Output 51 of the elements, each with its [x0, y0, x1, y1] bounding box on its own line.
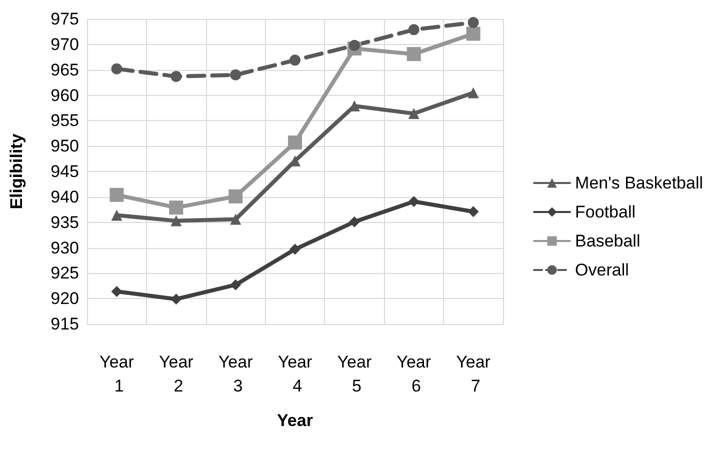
- point: [290, 54, 300, 66]
- x-tick-label: Year 7: [456, 352, 491, 396]
- y-tick-label: 930: [50, 238, 79, 258]
- y-tick-label: 915: [50, 314, 79, 334]
- x-tick-label: Year 5: [337, 352, 372, 396]
- point: [468, 87, 479, 98]
- point: [228, 189, 243, 204]
- y-tick-label: 940: [50, 187, 79, 206]
- point: [111, 63, 122, 74]
- y-tick-label: 960: [50, 86, 79, 105]
- point: [111, 210, 122, 221]
- legend-label: Baseball: [575, 232, 640, 250]
- y-tick-label: 920: [50, 289, 79, 308]
- x-tick-label: Year 6: [396, 352, 432, 396]
- x-tick-label: Year 2: [158, 352, 194, 396]
- y-tick-label: 965: [50, 60, 79, 80]
- point: [408, 108, 420, 120]
- x-axis-title: Year: [277, 411, 314, 430]
- x-tick-label: Year 1: [100, 352, 134, 396]
- y-tick-label: 945: [50, 162, 79, 181]
- point: [348, 216, 360, 228]
- y-tick-label: 935: [50, 212, 79, 232]
- legend-label: Men's Basketball: [575, 174, 704, 192]
- point: [170, 294, 182, 305]
- point: [110, 188, 124, 202]
- point: [170, 215, 182, 226]
- point: [468, 206, 479, 218]
- point: [408, 24, 420, 36]
- y-axis-title: Eligibility: [7, 133, 26, 210]
- point: [348, 40, 360, 51]
- point: [288, 136, 302, 150]
- y-tick-label: 950: [50, 136, 79, 156]
- point: [230, 214, 242, 225]
- y-tick-label: 970: [50, 34, 79, 54]
- point: [468, 17, 479, 28]
- x-tick-label: Year 4: [278, 352, 313, 396]
- point: [408, 196, 420, 207]
- point: [230, 279, 242, 290]
- point: [406, 47, 421, 62]
- point: [111, 286, 122, 297]
- point: [170, 70, 182, 82]
- point: [290, 244, 300, 255]
- legend-label: Football: [575, 202, 636, 222]
- legend-label: Overall: [575, 260, 629, 280]
- y-tick-label: 925: [50, 264, 79, 283]
- point: [169, 200, 184, 215]
- point: [466, 26, 480, 41]
- point: [230, 69, 242, 80]
- y-tick-label: 955: [50, 111, 79, 130]
- x-tick-label: Year 3: [218, 352, 254, 396]
- y-tick-label: 975: [50, 10, 79, 28]
